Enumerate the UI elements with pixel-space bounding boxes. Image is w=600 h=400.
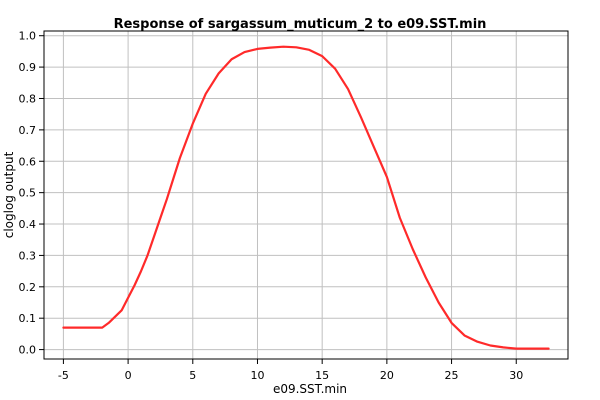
y-tick-label: 0.7 xyxy=(19,124,37,137)
y-tick-label: 0.3 xyxy=(19,249,37,262)
chart-title: Response of sargassum_muticum_2 to e09.S… xyxy=(114,17,487,32)
y-tick-label: 1.0 xyxy=(19,30,37,43)
y-tick-label: 0.5 xyxy=(19,187,37,200)
y-tick-label: 0.2 xyxy=(19,281,37,294)
y-tick-label: 0.4 xyxy=(19,218,37,231)
y-tick-label: 0.8 xyxy=(19,92,37,105)
y-axis-label: cloglog output xyxy=(2,151,16,238)
y-tick-label: 0.6 xyxy=(19,155,37,168)
x-tick-label: 0 xyxy=(125,369,132,382)
y-tick-label: 0.9 xyxy=(19,61,37,74)
x-tick-label: 20 xyxy=(380,369,394,382)
x-tick-label: 5 xyxy=(189,369,196,382)
x-tick-label: 10 xyxy=(250,369,264,382)
x-axis-label: e09.SST.min xyxy=(273,382,347,396)
series-layer xyxy=(62,45,550,350)
y-tick-label: 0.1 xyxy=(19,312,37,325)
x-tick-label: 25 xyxy=(445,369,459,382)
grid-lines xyxy=(44,31,568,359)
y-tick-label: 0.0 xyxy=(19,344,37,357)
x-tick-label: -5 xyxy=(58,369,69,382)
x-tick-label: 15 xyxy=(315,369,329,382)
response-curve-line xyxy=(62,45,550,350)
axis-ticks: -5 0 5 10 15 20 25 30 0.0 0.1 0.2 0.3 0.4 0.5 0.6 0.7 0.… xyxy=(19,30,524,382)
x-tick-label: 30 xyxy=(509,369,523,382)
plot-frame xyxy=(43,30,569,360)
